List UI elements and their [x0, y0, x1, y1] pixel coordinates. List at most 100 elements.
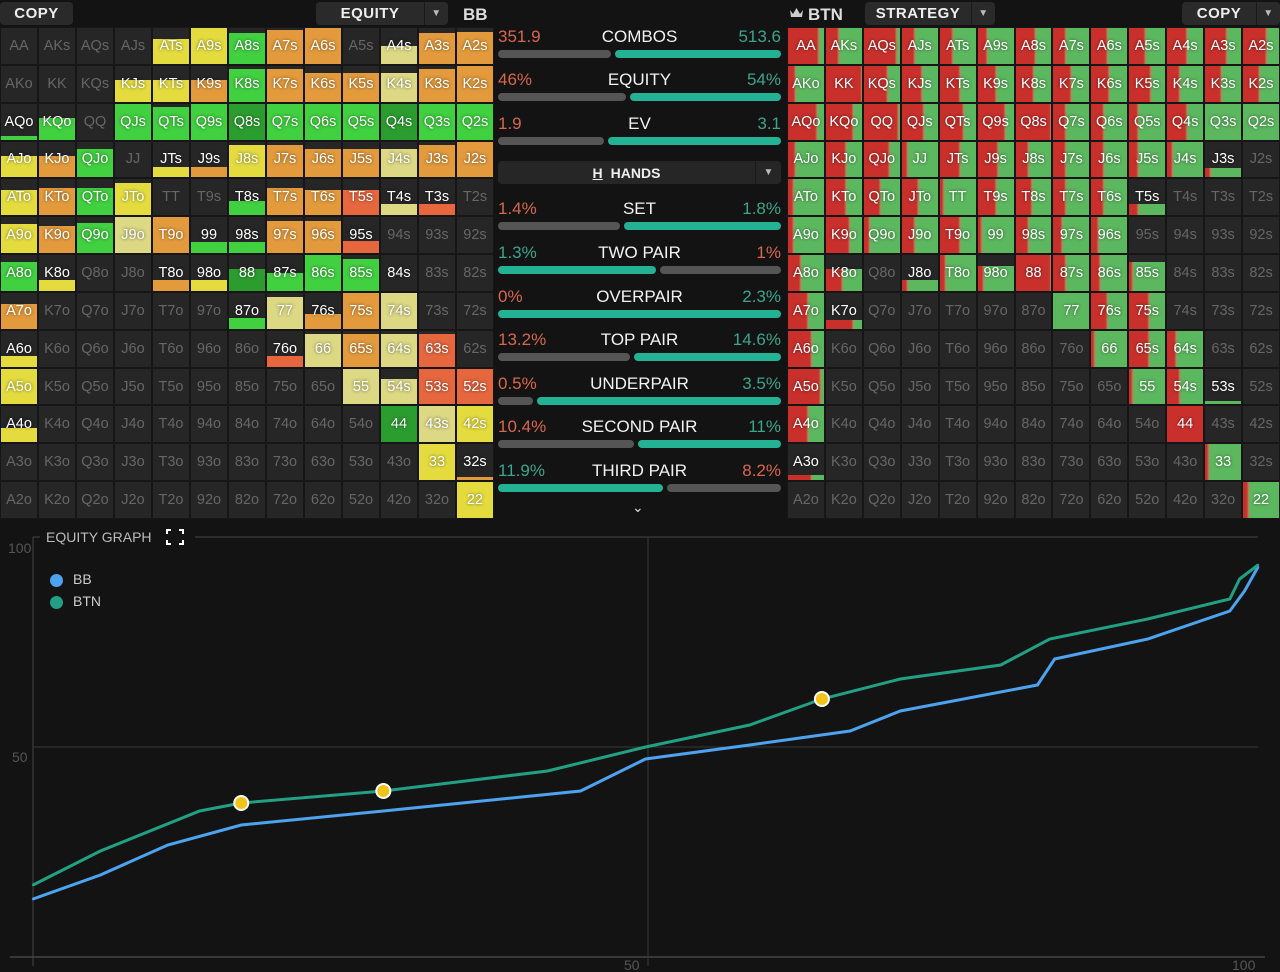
hand-cell[interactable]: 72o: [266, 481, 304, 519]
hand-cell[interactable]: A8o: [0, 254, 38, 292]
hand-cell[interactable]: 98o: [190, 254, 228, 292]
hand-cell[interactable]: KQs: [862, 64, 901, 103]
hand-cell[interactable]: 98o: [976, 254, 1015, 292]
hand-cell[interactable]: 96o: [190, 329, 228, 368]
hand-cell[interactable]: T5o: [938, 367, 977, 406]
hand-cell[interactable]: A9s: [976, 27, 1015, 65]
hand-cell[interactable]: Q6s: [304, 102, 342, 141]
hand-cell[interactable]: 84o: [228, 405, 266, 444]
hand-cell[interactable]: 73s: [1204, 291, 1243, 330]
hand-cell[interactable]: AA: [787, 27, 825, 65]
hand-cell[interactable]: T9s: [976, 178, 1015, 217]
hand-cell[interactable]: 88: [228, 254, 266, 292]
hand-cell[interactable]: Q3s: [418, 102, 456, 141]
equity-mode-dropdown[interactable]: EQUITY ▼: [316, 2, 448, 25]
hand-cell[interactable]: 64o: [1090, 405, 1129, 444]
hand-cell[interactable]: 76s: [304, 291, 342, 330]
hand-cell[interactable]: 76s: [1090, 291, 1129, 330]
hand-cell[interactable]: 99: [976, 216, 1015, 255]
strategy-mode-dropdown[interactable]: STRATEGY ▼: [865, 2, 995, 25]
hand-cell[interactable]: J5s: [342, 140, 380, 179]
hand-cell[interactable]: J3o: [114, 443, 152, 482]
hand-cell[interactable]: 33: [1204, 443, 1243, 482]
hand-cell[interactable]: K4s: [1166, 64, 1205, 103]
hand-cell[interactable]: 86s: [304, 254, 342, 292]
hand-cell[interactable]: 97s: [1052, 216, 1091, 255]
hand-cell[interactable]: K6o: [38, 329, 76, 368]
hand-cell[interactable]: K9o: [38, 216, 76, 255]
hand-cell[interactable]: A8s: [1014, 27, 1053, 65]
hand-cell[interactable]: J7s: [1052, 140, 1091, 179]
hand-cell[interactable]: 84s: [380, 254, 418, 292]
hands-dropdown[interactable]: H HANDS ▼: [498, 161, 781, 184]
hand-cell[interactable]: 97s: [266, 216, 304, 255]
hand-cell[interactable]: 92s: [1242, 216, 1280, 255]
expand-more-chevron-icon[interactable]: ⌄: [632, 499, 644, 515]
hand-cell[interactable]: 65s: [1128, 329, 1167, 368]
hand-cell[interactable]: AJo: [787, 140, 825, 179]
hand-cell[interactable]: 64s: [380, 329, 418, 368]
hand-cell[interactable]: AKs: [38, 27, 76, 65]
hand-cell[interactable]: QTo: [76, 178, 114, 217]
hand-cell[interactable]: 66: [1090, 329, 1129, 368]
hand-cell[interactable]: J6s: [304, 140, 342, 179]
hand-cell[interactable]: T2o: [938, 481, 977, 519]
hand-cell[interactable]: A9o: [0, 216, 38, 255]
hand-cell[interactable]: Q2s: [1242, 102, 1280, 141]
hand-cell[interactable]: A6s: [304, 27, 342, 65]
hand-cell[interactable]: T7s: [266, 178, 304, 217]
hand-cell[interactable]: 64o: [304, 405, 342, 444]
hand-cell[interactable]: 76o: [1052, 329, 1091, 368]
hand-cell[interactable]: K4o: [824, 405, 863, 444]
hand-cell[interactable]: 44: [380, 405, 418, 444]
hand-cell[interactable]: 72o: [1052, 481, 1091, 519]
hand-cell[interactable]: 87s: [266, 254, 304, 292]
hand-cell[interactable]: T2o: [152, 481, 190, 519]
hand-cell[interactable]: ATo: [787, 178, 825, 217]
hand-cell[interactable]: 22: [456, 481, 494, 519]
hand-cell[interactable]: 93s: [1204, 216, 1243, 255]
hand-cell[interactable]: Q2o: [862, 481, 901, 519]
hand-cell[interactable]: 83s: [1204, 254, 1243, 292]
hand-cell[interactable]: Q9s: [976, 102, 1015, 141]
hand-cell[interactable]: 73o: [266, 443, 304, 482]
hand-cell[interactable]: JTs: [152, 140, 190, 179]
hand-cell[interactable]: K2o: [824, 481, 863, 519]
hand-cell[interactable]: 52s: [1242, 367, 1280, 406]
hand-cell[interactable]: KTs: [938, 64, 977, 103]
hand-cell[interactable]: A4s: [1166, 27, 1205, 65]
hand-cell[interactable]: Q2s: [456, 102, 494, 141]
hand-cell[interactable]: T9o: [938, 216, 977, 255]
hand-cell[interactable]: 63s: [1204, 329, 1243, 368]
hand-cell[interactable]: A7o: [787, 291, 825, 330]
hand-cell[interactable]: KK: [824, 64, 863, 103]
hand-cell[interactable]: T4s: [380, 178, 418, 217]
hand-cell[interactable]: 43o: [380, 443, 418, 482]
hand-cell[interactable]: 84o: [1014, 405, 1053, 444]
hand-cell[interactable]: K3s: [418, 64, 456, 103]
hand-cell[interactable]: 85s: [1128, 254, 1167, 292]
hand-cell[interactable]: T9s: [190, 178, 228, 217]
hand-cell[interactable]: J2s: [456, 140, 494, 179]
hand-cell[interactable]: 55: [1128, 367, 1167, 406]
hand-cell[interactable]: KJo: [824, 140, 863, 179]
hand-cell[interactable]: AQo: [787, 102, 825, 141]
hand-cell[interactable]: 62s: [1242, 329, 1280, 368]
hand-cell[interactable]: 75s: [342, 291, 380, 330]
hand-cell[interactable]: J7o: [900, 291, 939, 330]
hand-cell[interactable]: T4o: [152, 405, 190, 444]
hand-cell[interactable]: J5o: [900, 367, 939, 406]
hand-cell[interactable]: 82s: [1242, 254, 1280, 292]
hand-cell[interactable]: Q9o: [76, 216, 114, 255]
hand-cell[interactable]: AKo: [787, 64, 825, 103]
hand-cell[interactable]: J9o: [114, 216, 152, 255]
hand-cell[interactable]: 42o: [1166, 481, 1205, 519]
hand-cell[interactable]: A2o: [0, 481, 38, 519]
hand-cell[interactable]: 65o: [1090, 367, 1129, 406]
hand-cell[interactable]: T6s: [1090, 178, 1129, 217]
hand-cell[interactable]: 63o: [304, 443, 342, 482]
hand-cell[interactable]: QJs: [900, 102, 939, 141]
hand-cell[interactable]: Q8o: [76, 254, 114, 292]
hand-cell[interactable]: AQs: [862, 27, 901, 65]
hand-cell[interactable]: JJ: [900, 140, 939, 179]
